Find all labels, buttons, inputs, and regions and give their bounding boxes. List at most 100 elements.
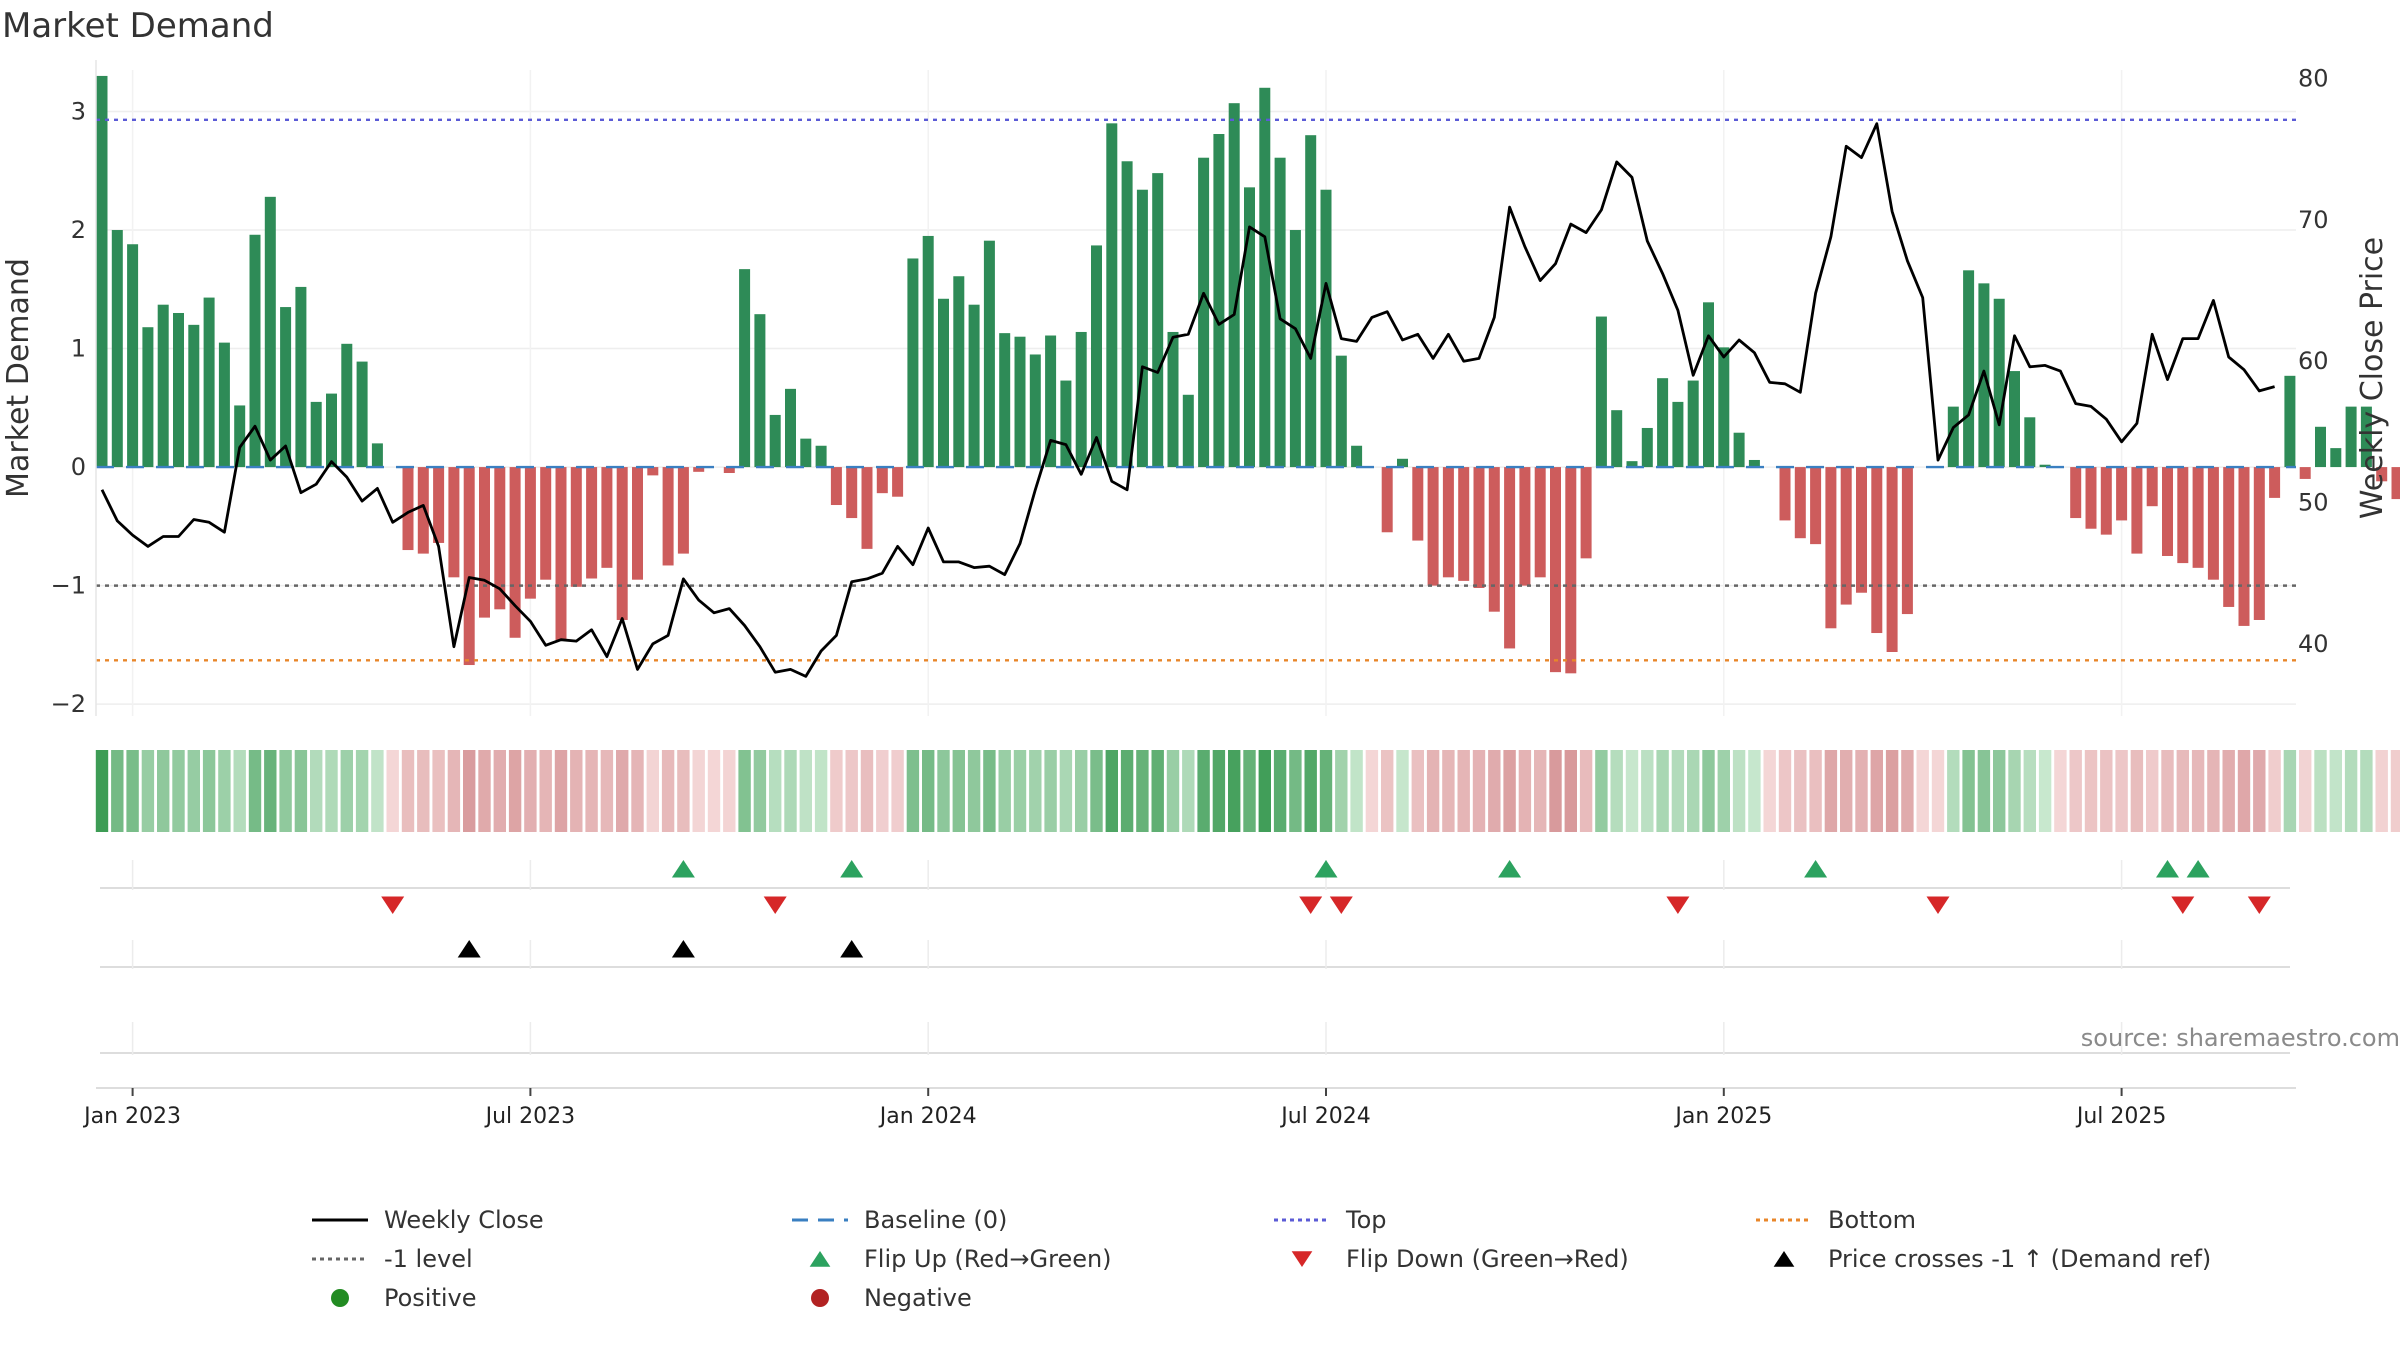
demand-bar (1611, 410, 1623, 468)
demand-bar (785, 388, 796, 468)
demand-bar (1856, 467, 1867, 593)
demand-bar (2116, 467, 2128, 521)
legend-item: Baseline (0) (790, 1205, 1007, 1234)
heat-cell (1289, 750, 1302, 832)
demand-bar (2391, 467, 2400, 500)
heat-cell (1411, 750, 1424, 832)
demand-bar (1550, 467, 1561, 673)
heat-cell (508, 750, 522, 832)
demand-bar (479, 467, 490, 618)
demand-bar (662, 467, 674, 566)
heat-cell (1442, 750, 1455, 832)
demand-bar (1794, 467, 1806, 539)
heat-cell (616, 750, 629, 832)
demand-bar (1488, 467, 1500, 612)
heat-cell (172, 750, 185, 832)
heat-cell (1610, 750, 1623, 832)
demand-bar (1244, 187, 1255, 468)
weekly-close-line (100, 122, 2275, 678)
demand-bar (601, 467, 613, 568)
heat-cell (1977, 750, 1991, 832)
heat-cell (355, 750, 369, 832)
heat-cell (1258, 750, 1271, 832)
demand-bar (1121, 161, 1133, 468)
legend-swatch (1773, 1251, 1795, 1267)
demand-bar (1136, 189, 1148, 468)
demand-bar (1641, 427, 1653, 468)
heat-cell (1763, 750, 1776, 832)
heat-cell (1075, 750, 1088, 832)
demand-bar (907, 258, 919, 468)
heat-cell (2237, 750, 2251, 832)
heat-cell (845, 750, 858, 832)
heat-cell (401, 750, 415, 832)
heat-cell (1534, 750, 1547, 832)
heat-cell (1228, 750, 1241, 832)
demand-bar (953, 276, 965, 468)
demand-bar (2039, 464, 2051, 468)
heat-cell (1901, 750, 1914, 832)
demand-bar (1963, 270, 1975, 468)
heat-cell (1579, 750, 1593, 832)
heat-cell (1472, 750, 1486, 832)
demand-bar (264, 196, 276, 468)
heat-cell (906, 750, 920, 832)
heat-cell (141, 750, 155, 832)
demand-bar (2360, 406, 2372, 468)
heat-cell (876, 750, 889, 832)
heat-cell (417, 750, 430, 832)
heat-cell (1182, 750, 1195, 832)
flip-up-marker (671, 860, 695, 878)
legend-marker (809, 1251, 831, 1267)
heat-cell (554, 750, 568, 832)
heat-cell (111, 750, 124, 832)
demand-bar (555, 467, 567, 641)
heat-cell (1136, 750, 1149, 832)
heat-cell (998, 750, 1011, 832)
heat-cell (1304, 750, 1317, 832)
heat-cell (1824, 750, 1838, 832)
heat-cell (1931, 750, 1945, 832)
demand-bar (417, 467, 429, 554)
demand-bar (127, 244, 139, 468)
y2-tick-label: 80 (2298, 64, 2329, 92)
heat-cell (1564, 750, 1577, 832)
heat-cell (1809, 750, 1822, 832)
demand-bar (1473, 467, 1485, 588)
legend-item: Flip Up (Red→Green) (790, 1244, 1112, 1273)
heat-cell (1488, 750, 1501, 832)
demand-bar (1442, 467, 1454, 578)
demand-bar (1672, 401, 1684, 468)
demand-bar (2330, 448, 2342, 468)
heat-cell (1197, 750, 1210, 832)
demand-bar (509, 467, 521, 638)
demand-bar (310, 401, 322, 468)
demand-bar (1320, 189, 1332, 468)
demand-bar (1167, 331, 1179, 468)
legend-marker (1773, 1251, 1795, 1267)
heat-cell (1671, 750, 1685, 832)
demand-bar (2192, 467, 2204, 568)
heat-cell (2161, 750, 2174, 832)
heat-cell (891, 750, 904, 832)
heat-cell (1993, 750, 2006, 832)
heat-cell (187, 750, 200, 832)
heat-cell (218, 750, 231, 832)
y-tick-label: 0 (71, 453, 86, 481)
heat-cell (310, 750, 323, 832)
demand-bar (96, 75, 108, 468)
heat-cell (1962, 750, 1975, 832)
heat-cell (769, 750, 782, 832)
heat-cell (432, 750, 445, 832)
demand-bar (540, 467, 552, 580)
legend-item: Flip Down (Green→Red) (1272, 1244, 1629, 1273)
demand-bar (326, 393, 337, 468)
demand-bar (341, 343, 353, 468)
demand-bar (1351, 445, 1363, 468)
demand-bar (1029, 354, 1041, 468)
heat-cell (386, 750, 399, 832)
demand-bar (2131, 467, 2143, 554)
legend-item: Weekly Close (310, 1205, 544, 1234)
heat-cell (2253, 750, 2266, 832)
demand-bar (157, 304, 169, 468)
